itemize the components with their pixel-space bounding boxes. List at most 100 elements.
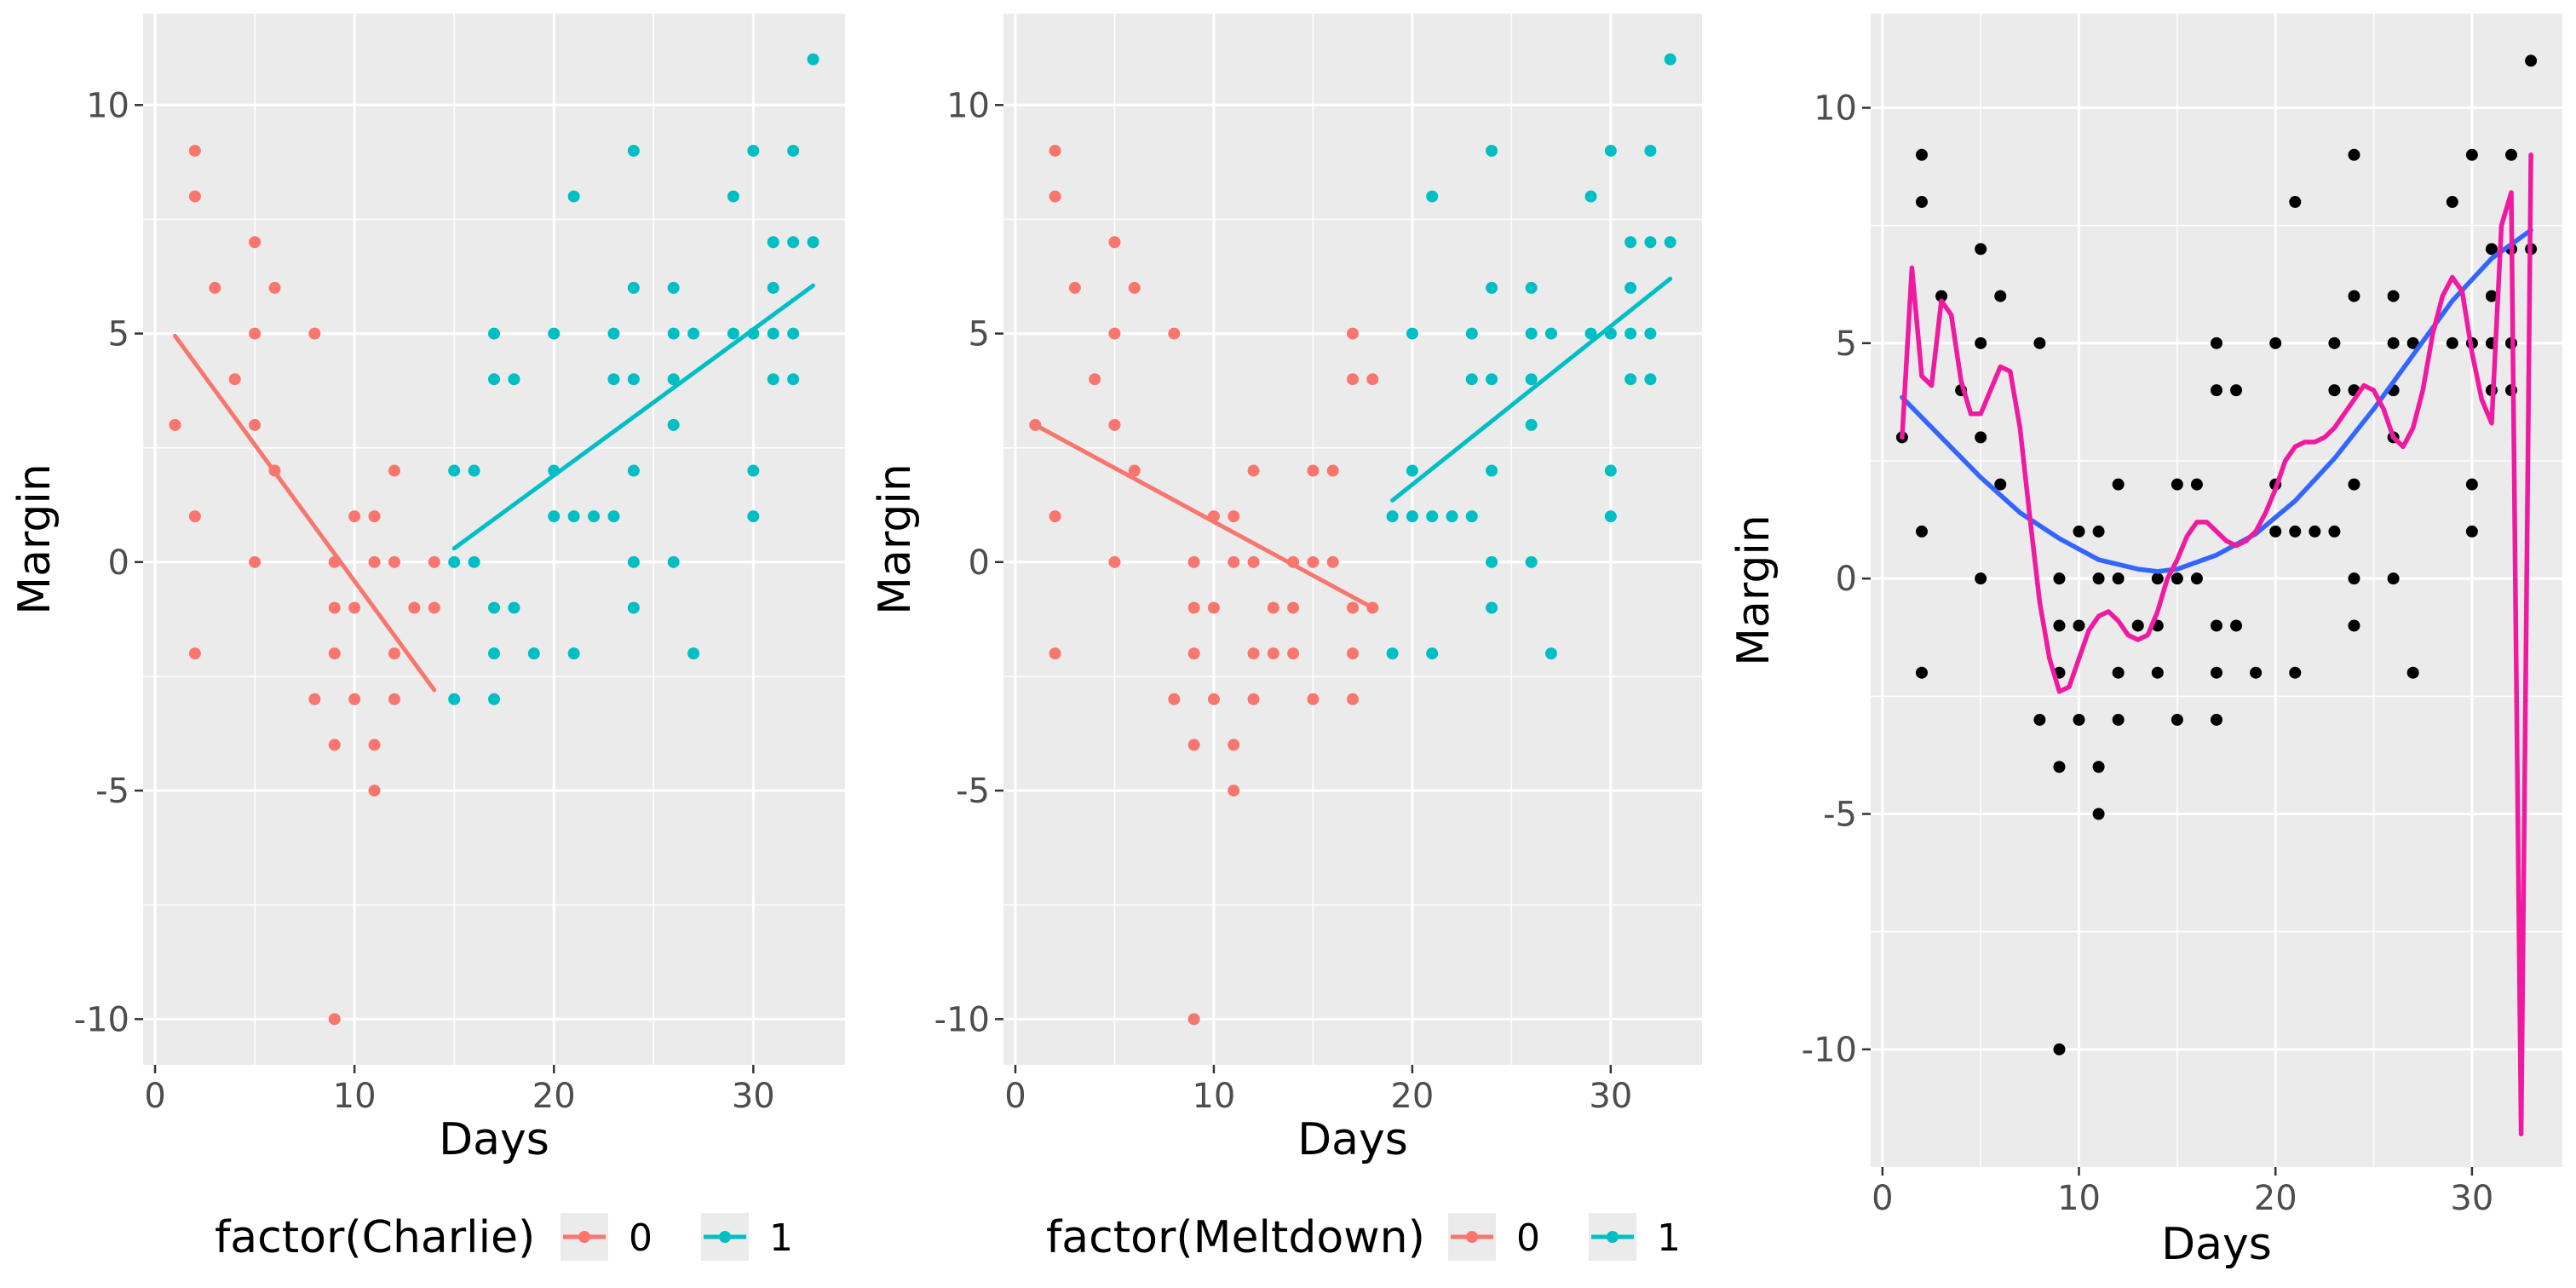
right-y-axis-title: Margin <box>1728 515 1780 666</box>
right-point-points <box>2211 384 2222 397</box>
middle-point-0 <box>1168 693 1181 705</box>
middle-panel-grid <box>1003 14 1702 1065</box>
right-point-points <box>2230 384 2243 397</box>
left-point-0 <box>328 1013 341 1026</box>
left-y-tick-label: -5 <box>95 772 129 811</box>
middle-point-1 <box>1544 647 1557 660</box>
middle-point-1 <box>1486 144 1498 157</box>
middle-y-tick-label: 0 <box>969 543 990 583</box>
left-legend-title: factor(Charlie) <box>215 1212 535 1263</box>
left-x-tick-label: 0 <box>144 1077 165 1116</box>
middle-point-0 <box>1187 601 1200 614</box>
middle-point-0 <box>1168 327 1181 340</box>
left-point-1 <box>787 144 800 157</box>
middle-point-0 <box>1049 510 1061 523</box>
right-quadratic-fit-line <box>1900 227 2533 574</box>
right-point-points <box>1915 196 1928 209</box>
middle-point-1 <box>1525 555 1538 568</box>
middle-point-1 <box>1486 464 1498 477</box>
middle-point-1 <box>1486 601 1498 614</box>
left-point-1 <box>448 464 461 477</box>
left-point-0 <box>169 418 181 431</box>
left-point-1 <box>448 693 461 705</box>
right-point-points <box>2406 666 2419 679</box>
left-point-1 <box>488 693 500 705</box>
left-point-1 <box>667 373 680 386</box>
right-point-points <box>2269 525 2282 538</box>
right-point-points <box>2211 713 2222 726</box>
left-point-0 <box>368 785 381 797</box>
right-point-points <box>2033 713 2046 726</box>
left-point-0 <box>249 236 262 249</box>
left-point-1 <box>667 418 680 431</box>
middle-point-1 <box>1386 647 1399 660</box>
left-point-0 <box>388 555 400 568</box>
middle-point-1 <box>1465 510 1478 523</box>
left-point-1 <box>607 327 620 340</box>
left-point-0 <box>188 144 201 157</box>
left-point-1 <box>807 236 819 249</box>
right-point-points <box>1975 572 1987 585</box>
left-point-1 <box>727 190 739 203</box>
right-point-points <box>2092 572 2105 585</box>
left-point-1 <box>787 327 800 340</box>
middle-point-0 <box>1187 555 1200 568</box>
middle-point-0 <box>1366 373 1379 386</box>
right-smooth-fit-line <box>1900 152 2533 1137</box>
middle-point-1 <box>1664 53 1676 66</box>
middle-point-0 <box>1326 555 1339 568</box>
right-panel-marks <box>1895 55 2538 1137</box>
left-point-0 <box>249 327 262 340</box>
middle-point-0 <box>1326 464 1339 477</box>
middle-point-1 <box>1624 327 1637 340</box>
right-point-points <box>2289 525 2302 538</box>
right-point-points <box>2465 148 2478 161</box>
left-point-1 <box>468 555 480 568</box>
right-point-points <box>2269 336 2282 349</box>
right-point-points <box>2211 666 2222 679</box>
left-point-1 <box>567 647 580 660</box>
left-x-tick-label: 30 <box>732 1077 775 1116</box>
right-point-points <box>2112 478 2125 491</box>
middle-point-1 <box>1624 281 1637 294</box>
left-point-1 <box>787 236 800 249</box>
middle-point-0 <box>1108 418 1121 431</box>
middle-x-tick-label: 0 <box>1004 1077 1026 1116</box>
right-point-points <box>2211 619 2222 632</box>
middle-point-0 <box>1347 601 1359 614</box>
left-point-1 <box>767 373 779 386</box>
middle-point-1 <box>1406 464 1418 477</box>
right-point-points <box>2053 1043 2066 1055</box>
left-point-1 <box>767 236 779 249</box>
right-point-points <box>2171 713 2183 726</box>
left-point-1 <box>448 555 461 568</box>
middle-point-1 <box>1406 327 1418 340</box>
middle-point-0 <box>1287 647 1300 660</box>
middle-point-0 <box>1049 647 1061 660</box>
right-point-points <box>2446 336 2458 349</box>
right-point-points <box>1975 431 1987 444</box>
middle-point-0 <box>1247 555 1260 568</box>
left-point-0 <box>368 510 381 523</box>
right-point-points <box>2505 148 2518 161</box>
right-point-points <box>2348 148 2360 161</box>
right-y-tick-label: 10 <box>1814 89 1857 129</box>
middle-point-1 <box>1525 373 1538 386</box>
middle-point-1 <box>1525 327 1538 340</box>
right-point-points <box>2250 666 2263 679</box>
right-point-points <box>2387 572 2400 585</box>
right-point-points <box>2073 525 2085 538</box>
right-panel-ticks: 0 10 20 30 -10 -5 0 5 10 <box>1802 89 2494 1218</box>
left-y-tick-label: -10 <box>74 1000 129 1039</box>
right-point-points <box>2348 619 2360 632</box>
left-point-0 <box>328 601 341 614</box>
right-point-points <box>2485 290 2498 302</box>
left-point-0 <box>348 693 361 705</box>
left-point-1 <box>488 327 500 340</box>
left-point-0 <box>408 601 421 614</box>
middle-point-1 <box>1604 144 1617 157</box>
right-point-points <box>2053 572 2066 585</box>
